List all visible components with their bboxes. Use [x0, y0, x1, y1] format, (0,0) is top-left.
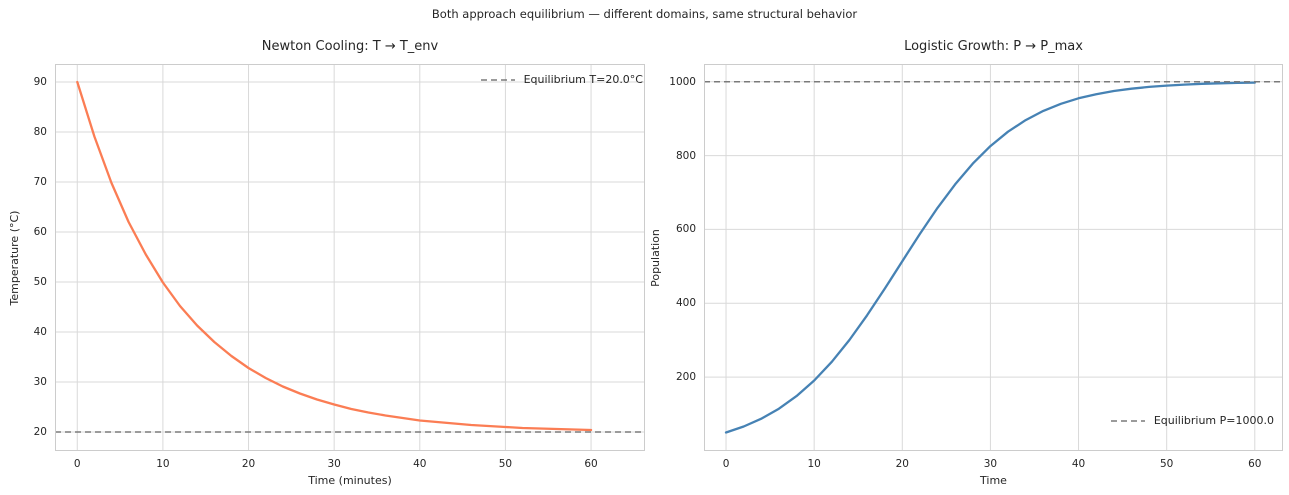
x-tick-label: 10	[156, 458, 170, 470]
y-tick-label: 20	[33, 426, 47, 438]
dashed-line-icon	[1110, 419, 1145, 422]
newton-cooling-plot-area	[55, 64, 645, 451]
y-tick-label: 600	[675, 223, 696, 236]
y-tick-label: 90	[33, 76, 47, 88]
series-line	[76, 80, 593, 432]
x-tick-label: 20	[241, 458, 256, 470]
series-line	[724, 81, 1256, 434]
y-tick-label: 40	[33, 326, 47, 338]
x-tick-label: 0	[722, 458, 730, 470]
y-tick-label: 200	[675, 371, 696, 384]
left-chart-legend: Equilibrium T=20.0°C	[480, 73, 643, 86]
left-chart-title: Newton Cooling: T → T_env	[261, 39, 439, 54]
left-chart-xlabel: Time (minutes)	[308, 474, 392, 487]
left-legend-label: Equilibrium T=20.0°C	[523, 73, 643, 86]
axes-spine	[55, 64, 645, 451]
right-chart-title: Logistic Growth: P → P_max	[904, 39, 1083, 54]
figure-title: Both approach equilibrium — different do…	[431, 7, 858, 21]
x-tick-label: 50	[1159, 458, 1174, 470]
y-tick-label: 50	[33, 276, 47, 288]
x-tick-label: 60	[1248, 458, 1262, 470]
x-tick-label: 60	[584, 458, 598, 470]
y-tick-label: 30	[33, 376, 47, 388]
y-tick-label: 60	[33, 226, 47, 238]
right-chart-xlabel: Time	[980, 474, 1007, 487]
x-tick-label: 30	[983, 458, 998, 470]
x-tick-label: 50	[498, 458, 513, 470]
y-tick-label: 70	[33, 176, 47, 188]
x-tick-label: 40	[1071, 458, 1086, 470]
x-tick-label: 10	[807, 458, 821, 470]
y-tick-label: 80	[33, 126, 47, 138]
dashed-line-icon	[480, 78, 515, 81]
x-tick-label: 40	[413, 458, 427, 470]
axes-spine	[704, 64, 1283, 451]
y-tick-label: 400	[675, 297, 696, 310]
right-chart-legend: Equilibrium P=1000.0	[1110, 414, 1274, 427]
y-tick-label: 1000	[669, 75, 696, 88]
right-legend-label: Equilibrium P=1000.0	[1153, 414, 1274, 427]
x-tick-label: 20	[895, 458, 909, 470]
right-chart-ylabel: Population	[649, 229, 662, 287]
logistic-growth-plot-area	[704, 64, 1283, 451]
y-tick-label: 800	[675, 149, 696, 162]
x-tick-label: 0	[73, 458, 81, 470]
x-tick-label: 30	[327, 458, 341, 470]
